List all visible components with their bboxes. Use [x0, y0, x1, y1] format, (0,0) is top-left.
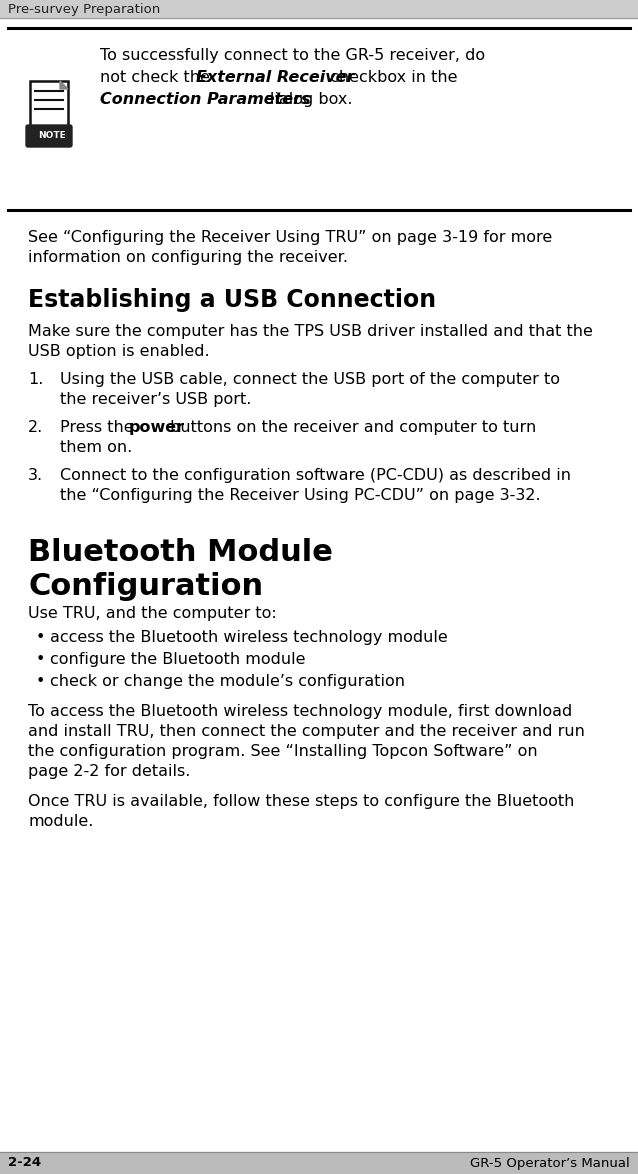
Text: •: •	[36, 674, 45, 689]
Text: See “Configuring the Receiver Using TRU” on page 3-19 for more: See “Configuring the Receiver Using TRU”…	[28, 230, 553, 245]
Text: •: •	[36, 652, 45, 667]
Text: Make sure the computer has the TPS USB driver installed and that the: Make sure the computer has the TPS USB d…	[28, 324, 593, 339]
Polygon shape	[60, 81, 68, 89]
Text: check or change the module’s configuration: check or change the module’s configurati…	[50, 674, 405, 689]
Text: dialog box.: dialog box.	[260, 92, 353, 107]
Text: NOTE: NOTE	[38, 131, 66, 141]
Text: access the Bluetooth wireless technology module: access the Bluetooth wireless technology…	[50, 630, 448, 645]
Text: Press the: Press the	[60, 420, 138, 436]
Text: •: •	[36, 630, 45, 645]
Text: the receiver’s USB port.: the receiver’s USB port.	[60, 392, 251, 407]
Text: Bluetooth Module: Bluetooth Module	[28, 538, 333, 567]
Text: and install TRU, then connect the computer and the receiver and run: and install TRU, then connect the comput…	[28, 724, 585, 738]
Text: Connection Parameters: Connection Parameters	[100, 92, 311, 107]
Text: Configuration: Configuration	[28, 572, 263, 601]
Text: To successfully connect to the GR-5 receiver, do: To successfully connect to the GR-5 rece…	[100, 48, 485, 63]
Text: page 2-2 for details.: page 2-2 for details.	[28, 764, 190, 780]
Text: 1.: 1.	[28, 372, 43, 387]
Text: 2-24: 2-24	[8, 1156, 41, 1169]
Text: information on configuring the receiver.: information on configuring the receiver.	[28, 250, 348, 265]
Text: the configuration program. See “Installing Topcon Software” on: the configuration program. See “Installi…	[28, 744, 538, 760]
Text: 2.: 2.	[28, 420, 43, 436]
Text: checkbox in the: checkbox in the	[325, 70, 457, 85]
Bar	[30, 81, 68, 129]
Text: USB option is enabled.: USB option is enabled.	[28, 344, 210, 359]
Text: them on.: them on.	[60, 440, 132, 456]
Text: buttons on the receiver and computer to turn: buttons on the receiver and computer to …	[165, 420, 536, 436]
Text: Establishing a USB Connection: Establishing a USB Connection	[28, 288, 436, 312]
Bar	[0, 1152, 638, 1174]
Bar	[0, 0, 638, 18]
Text: configure the Bluetooth module: configure the Bluetooth module	[50, 652, 306, 667]
Text: Use TRU, and the computer to:: Use TRU, and the computer to:	[28, 606, 277, 621]
Text: the “Configuring the Receiver Using PC-CDU” on page 3-32.: the “Configuring the Receiver Using PC-C…	[60, 488, 540, 502]
Text: Using the USB cable, connect the USB port of the computer to: Using the USB cable, connect the USB por…	[60, 372, 560, 387]
Text: External Receiver: External Receiver	[196, 70, 354, 85]
FancyBboxPatch shape	[26, 124, 72, 147]
Text: not check the: not check the	[100, 70, 215, 85]
Text: GR-5 Operator’s Manual: GR-5 Operator’s Manual	[470, 1156, 630, 1169]
Text: module.: module.	[28, 814, 93, 829]
Text: power: power	[128, 420, 184, 436]
Text: Connect to the configuration software (PC-CDU) as described in: Connect to the configuration software (P…	[60, 468, 571, 483]
Text: Once TRU is available, follow these steps to configure the Bluetooth: Once TRU is available, follow these step…	[28, 794, 574, 809]
Text: To access the Bluetooth wireless technology module, first download: To access the Bluetooth wireless technol…	[28, 704, 572, 718]
Text: Pre-survey Preparation: Pre-survey Preparation	[8, 2, 160, 15]
Text: 3.: 3.	[28, 468, 43, 483]
